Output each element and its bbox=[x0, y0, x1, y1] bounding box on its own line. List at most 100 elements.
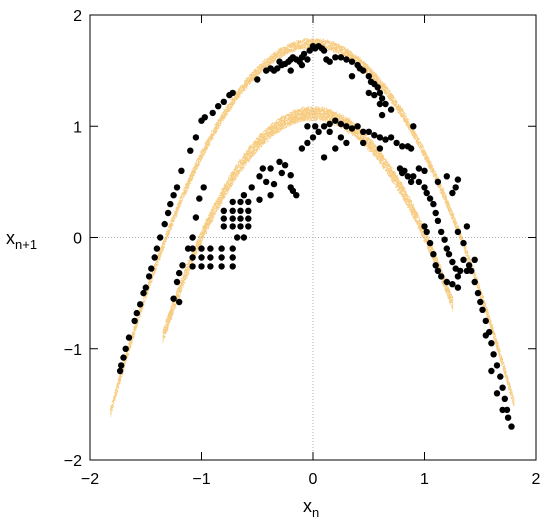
data-point bbox=[298, 145, 306, 152]
data-point bbox=[378, 111, 386, 119]
data-point bbox=[445, 251, 453, 258]
data-point bbox=[488, 340, 495, 347]
data-point bbox=[332, 54, 339, 61]
data-point bbox=[245, 207, 252, 214]
data-point bbox=[256, 196, 263, 203]
data-point bbox=[254, 76, 261, 83]
data-point bbox=[170, 192, 177, 199]
data-point bbox=[460, 256, 467, 263]
data-point bbox=[245, 215, 252, 222]
data-point bbox=[365, 128, 372, 135]
data-point bbox=[293, 192, 300, 199]
data-point bbox=[198, 245, 205, 252]
data-point bbox=[173, 184, 181, 191]
data-point bbox=[176, 269, 183, 277]
data-point bbox=[164, 209, 172, 217]
data-point bbox=[245, 223, 252, 230]
x-axis-label-sub: n bbox=[312, 505, 319, 520]
data-point bbox=[315, 128, 322, 135]
data-point bbox=[460, 239, 467, 247]
data-point bbox=[215, 103, 222, 110]
data-point bbox=[343, 56, 350, 63]
data-point bbox=[196, 195, 203, 202]
data-point bbox=[404, 173, 411, 180]
data-point bbox=[189, 245, 196, 252]
data-point bbox=[304, 123, 311, 130]
data-point bbox=[343, 139, 350, 147]
data-point bbox=[259, 165, 266, 172]
data-point bbox=[167, 200, 174, 208]
x-tick-label: 1 bbox=[420, 471, 429, 488]
ticks bbox=[89, 14, 537, 461]
data-point bbox=[125, 334, 133, 341]
data-point bbox=[161, 220, 168, 228]
data-point bbox=[218, 254, 225, 261]
data-point bbox=[176, 298, 183, 306]
data-point bbox=[229, 254, 236, 261]
data-point bbox=[387, 134, 395, 141]
data-point bbox=[229, 215, 236, 222]
data-point bbox=[192, 214, 200, 221]
data-point bbox=[189, 254, 196, 261]
data-point bbox=[209, 109, 216, 117]
data-point bbox=[468, 267, 475, 275]
data-point bbox=[304, 56, 311, 63]
data-point bbox=[365, 89, 372, 97]
data-point bbox=[337, 54, 345, 61]
y-tick-label: −2 bbox=[64, 453, 82, 470]
data-point bbox=[382, 100, 389, 108]
data-point bbox=[137, 301, 144, 308]
data-point bbox=[157, 234, 164, 241]
data-point bbox=[234, 234, 241, 241]
data-point bbox=[189, 263, 196, 270]
data-point bbox=[237, 198, 244, 206]
data-point bbox=[151, 254, 158, 261]
data-point bbox=[457, 267, 464, 275]
data-point bbox=[365, 73, 372, 80]
y-tick-labels: −2 −1 0 1 2 bbox=[64, 8, 82, 470]
data-point bbox=[267, 165, 274, 172]
data-point bbox=[501, 395, 508, 402]
points-layer bbox=[116, 43, 515, 430]
data-point bbox=[337, 120, 345, 128]
data-point bbox=[320, 123, 328, 130]
data-point bbox=[229, 263, 236, 270]
data-point bbox=[220, 207, 227, 214]
y-tick-label: 0 bbox=[73, 231, 82, 248]
data-point bbox=[454, 284, 462, 291]
data-point bbox=[287, 67, 294, 74]
data-point bbox=[376, 134, 384, 141]
data-point bbox=[449, 281, 456, 288]
data-point bbox=[454, 273, 462, 280]
data-point bbox=[376, 145, 384, 152]
data-point bbox=[499, 406, 506, 414]
cloud-band-1-dots bbox=[110, 37, 515, 417]
data-point bbox=[432, 262, 439, 269]
data-point bbox=[438, 273, 445, 280]
data-point bbox=[371, 132, 378, 139]
data-point bbox=[504, 414, 512, 421]
data-point bbox=[274, 65, 281, 72]
data-point bbox=[276, 158, 283, 165]
data-point bbox=[430, 200, 437, 208]
data-point bbox=[415, 178, 423, 186]
data-point bbox=[337, 134, 345, 141]
data-point bbox=[153, 245, 161, 252]
data-point bbox=[471, 256, 478, 263]
data-point bbox=[281, 162, 289, 169]
data-point bbox=[229, 89, 236, 97]
data-point bbox=[449, 258, 456, 266]
data-point bbox=[198, 263, 205, 270]
data-point bbox=[360, 67, 367, 74]
data-point bbox=[382, 136, 389, 143]
data-point bbox=[407, 145, 415, 152]
data-point bbox=[479, 306, 486, 313]
data-point bbox=[374, 84, 381, 91]
data-point bbox=[207, 263, 214, 270]
data-point bbox=[120, 354, 127, 361]
data-point bbox=[426, 195, 434, 202]
data-point bbox=[490, 351, 497, 358]
data-point bbox=[415, 165, 423, 172]
data-point bbox=[376, 89, 384, 97]
